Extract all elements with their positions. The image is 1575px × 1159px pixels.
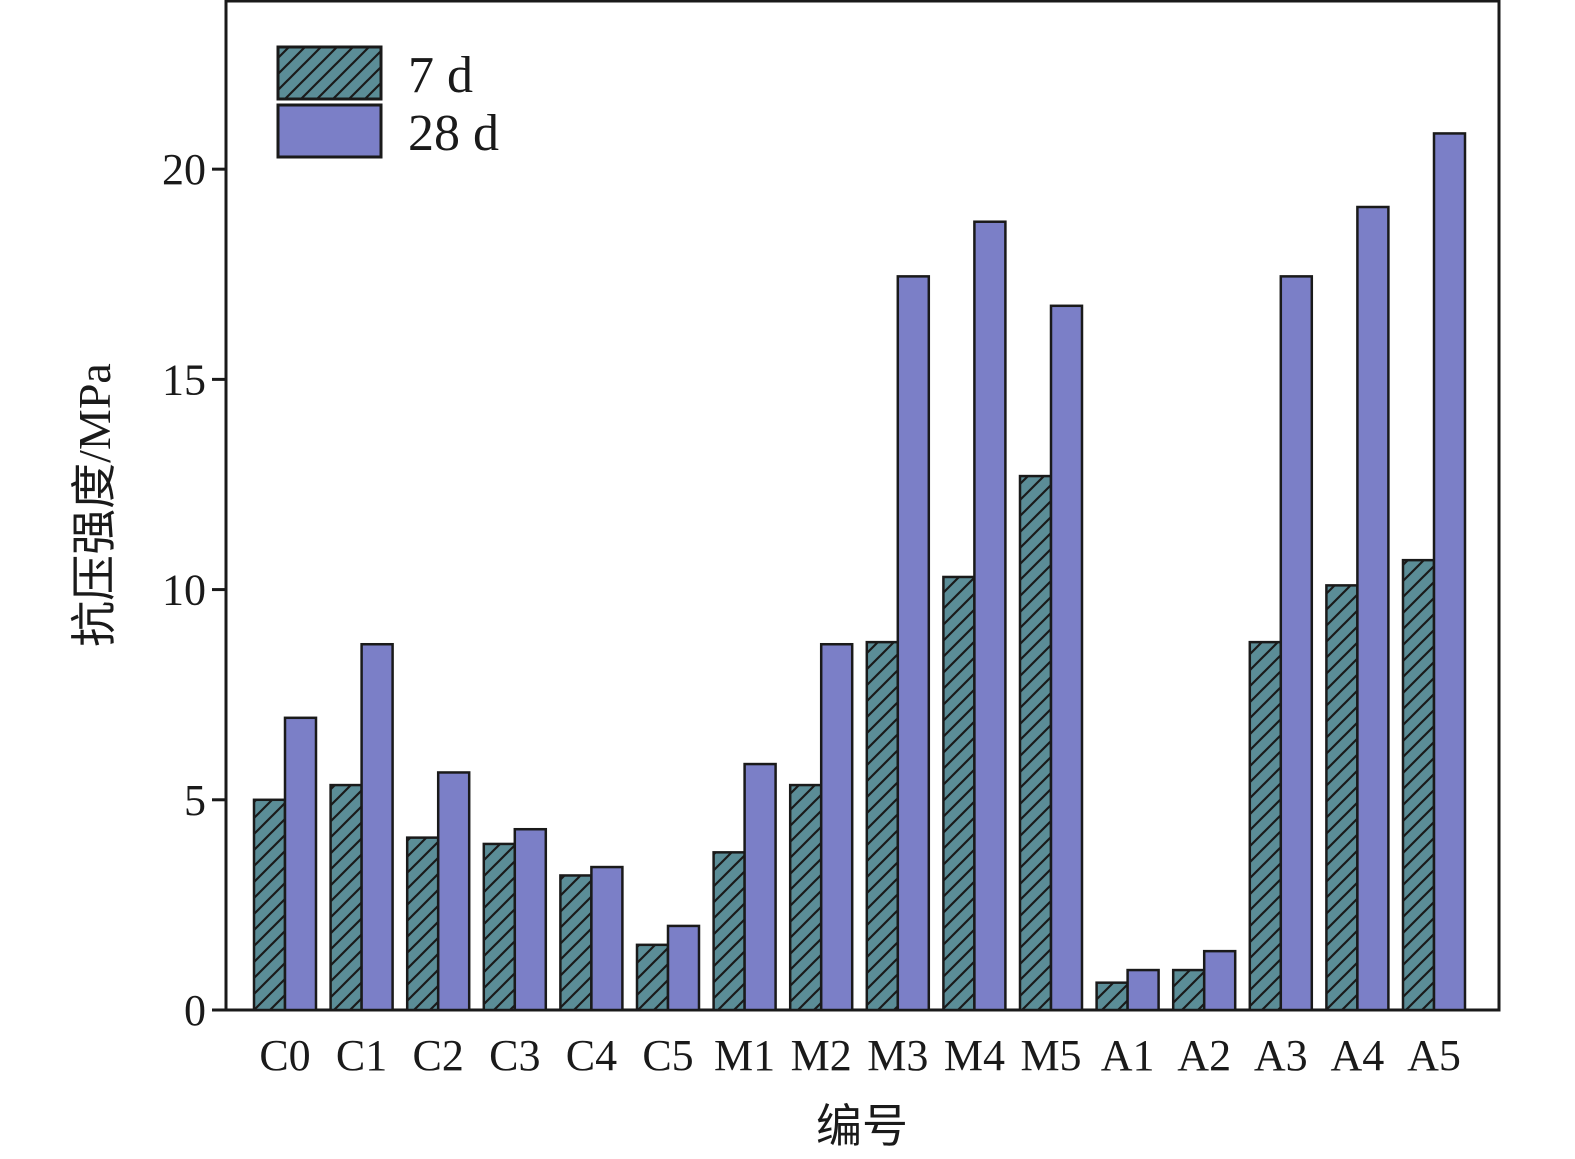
bar-7d-M3 bbox=[865, 640, 900, 1012]
bar-7d-M5 bbox=[1018, 474, 1053, 1012]
x-axis: C0 C1 C2 C3 C4 C5 M1 M2 M3 M4 M5 A1 A2 A3 A4 A5 bbox=[259, 1031, 1461, 1080]
x-tick-label-C0: C0 bbox=[259, 1031, 310, 1080]
y-tick-label: 10 bbox=[162, 566, 206, 615]
bar-7d-A1 bbox=[1095, 981, 1129, 1012]
bar-28d-C1 bbox=[360, 642, 394, 1012]
x-tick-label-A4: A4 bbox=[1331, 1031, 1385, 1080]
legend-swatch-28d bbox=[276, 103, 383, 159]
bar-7d-C3 bbox=[482, 842, 517, 1012]
bar-7d-C0 bbox=[252, 798, 287, 1012]
legend-label-7d: 7 d bbox=[408, 47, 473, 104]
bar-7d-M2 bbox=[788, 783, 823, 1012]
bars bbox=[252, 132, 1467, 1012]
x-tick-label-M5: M5 bbox=[1020, 1031, 1081, 1080]
bar-28d-A5 bbox=[1432, 132, 1467, 1012]
x-tick-label-C5: C5 bbox=[642, 1031, 693, 1080]
bar-7d-A5 bbox=[1401, 558, 1436, 1012]
x-tick-label-M1: M1 bbox=[714, 1031, 775, 1080]
y-axis-title: 抗压强度/MPa bbox=[69, 363, 120, 647]
legend-label-28d: 28 d bbox=[408, 105, 499, 162]
bar-28d-A4 bbox=[1356, 205, 1390, 1012]
bar-7d-A3 bbox=[1248, 640, 1283, 1012]
bar-7d-A4 bbox=[1325, 584, 1359, 1012]
x-tick-label-C4: C4 bbox=[566, 1031, 617, 1080]
bar-28d-M1 bbox=[743, 762, 777, 1012]
bar-7d-M4 bbox=[942, 575, 976, 1012]
x-tick-label-A3: A3 bbox=[1254, 1031, 1308, 1080]
x-tick-label-A1: A1 bbox=[1101, 1031, 1155, 1080]
bar-28d-M3 bbox=[896, 275, 931, 1012]
bar-28d-A3 bbox=[1279, 275, 1314, 1012]
bar-28d-C0 bbox=[283, 716, 318, 1012]
x-tick-label-C3: C3 bbox=[489, 1031, 540, 1080]
y-tick-label: 20 bbox=[162, 145, 206, 194]
bar-7d-M1 bbox=[712, 851, 746, 1012]
x-tick-label-A5: A5 bbox=[1407, 1031, 1461, 1080]
bar-7d-A2 bbox=[1171, 968, 1206, 1012]
bar-28d-M2 bbox=[819, 642, 854, 1012]
bar-7d-C2 bbox=[405, 836, 440, 1012]
x-tick-label-M2: M2 bbox=[791, 1031, 852, 1080]
bar-28d-C5 bbox=[666, 924, 701, 1012]
legend-swatch-7d bbox=[276, 45, 383, 101]
x-tick-label-C2: C2 bbox=[413, 1031, 464, 1080]
bar-7d-C5 bbox=[635, 943, 670, 1012]
bar-28d-C4 bbox=[590, 865, 624, 1012]
y-axis: 0 5 10 15 20 bbox=[162, 145, 226, 1035]
bar-28d-C3 bbox=[513, 827, 548, 1012]
bar-7d-C1 bbox=[329, 783, 363, 1012]
x-tick-label-M3: M3 bbox=[867, 1031, 928, 1080]
x-axis-title: 编号 bbox=[816, 1101, 908, 1152]
y-tick-label: 15 bbox=[162, 355, 206, 404]
bar-28d-C2 bbox=[436, 771, 471, 1012]
y-tick-label: 0 bbox=[184, 986, 206, 1035]
bar-28d-M5 bbox=[1049, 304, 1084, 1012]
y-tick-label: 5 bbox=[184, 776, 206, 825]
bar-28d-A2 bbox=[1202, 949, 1237, 1012]
legend: 7 d 28 d bbox=[276, 45, 499, 162]
bar-7d-C4 bbox=[559, 874, 593, 1012]
bar-28d-M4 bbox=[973, 220, 1007, 1012]
x-tick-label-C1: C1 bbox=[336, 1031, 387, 1080]
x-tick-label-M4: M4 bbox=[944, 1031, 1005, 1080]
bar-28d-A1 bbox=[1126, 968, 1160, 1012]
x-tick-label-A2: A2 bbox=[1177, 1031, 1231, 1080]
plot-area-frame bbox=[224, 0, 1501, 1012]
